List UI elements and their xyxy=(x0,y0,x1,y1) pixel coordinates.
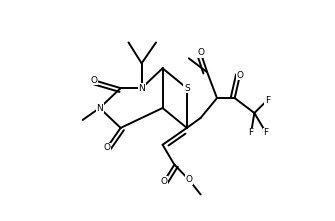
Text: O: O xyxy=(90,76,97,85)
Text: F: F xyxy=(264,128,269,137)
Text: O: O xyxy=(237,71,244,80)
Text: N: N xyxy=(138,84,145,93)
Text: N: N xyxy=(96,103,103,112)
Text: O: O xyxy=(104,143,110,152)
Text: F: F xyxy=(249,128,254,137)
Text: O: O xyxy=(197,48,204,57)
Text: O: O xyxy=(160,177,168,186)
Text: O: O xyxy=(185,175,192,184)
Text: F: F xyxy=(265,95,270,105)
Text: S: S xyxy=(184,84,190,93)
